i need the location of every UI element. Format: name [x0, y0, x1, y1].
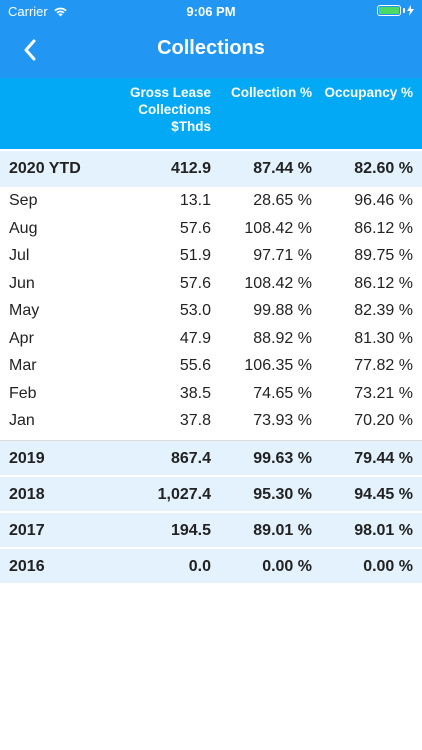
row-occupancy: 94.45 %	[354, 485, 413, 503]
row-gross: 53.0	[179, 302, 211, 319]
row-label: Sep	[9, 192, 38, 209]
yearly-rows: 2019 867.4 99.63 % 79.44 % 2018 1,027.4 95.30 …	[0, 440, 422, 585]
table-row[interactable]: Aug 57.6 108.42 % 86.12 %	[0, 215, 422, 243]
carrier-indicator: Carrier	[8, 4, 68, 19]
row-label: 2020 YTD	[9, 160, 81, 177]
row-collection: 108.42 %	[244, 274, 312, 292]
table-row[interactable]: Mar 55.6 106.35 % 77.82 %	[0, 352, 422, 380]
row-occupancy: 81.30 %	[354, 329, 413, 347]
row-gross: 412.9	[170, 160, 211, 177]
carrier-label: Carrier	[8, 4, 48, 19]
row-gross: 57.6	[179, 274, 211, 292]
row-gross: 47.9	[179, 329, 211, 347]
table-row[interactable]: Sep 13.1 28.65 % 96.46 %	[0, 187, 422, 215]
row-occupancy: 96.46 %	[354, 192, 413, 209]
row-gross: 13.1	[179, 192, 211, 209]
wifi-icon	[54, 7, 67, 17]
header-gross-line-2: Collections	[138, 102, 211, 117]
row-collection: 99.88 %	[253, 302, 312, 319]
row-occupancy: 73.21 %	[354, 384, 413, 402]
row-collection: 97.71 %	[253, 247, 312, 264]
row-collection: 106.35 %	[244, 357, 312, 374]
row-collection: 28.65 %	[253, 192, 312, 209]
row-occupancy: 82.60 %	[354, 160, 413, 177]
row-gross: 51.9	[179, 247, 211, 264]
row-gross: 0.0	[188, 557, 211, 575]
table-row[interactable]: Apr 47.9 88.92 % 81.30 %	[0, 325, 422, 353]
top-bar: Carrier 9:06 PM	[0, 0, 422, 78]
header-gross-line-3: $Thds	[171, 119, 211, 134]
row-gross: 1,027.4	[157, 485, 211, 503]
row-label: 2018	[9, 485, 45, 503]
row-occupancy: 89.75 %	[354, 247, 413, 264]
table-row[interactable]: 2017 194.5 89.01 % 98.01 %	[0, 512, 422, 549]
row-label: 2016	[9, 557, 45, 575]
row-occupancy: 86.12 %	[354, 219, 413, 237]
table-row[interactable]: 2016 0.0 0.00 % 0.00 %	[0, 548, 422, 585]
row-label: May	[9, 302, 40, 319]
battery-icon	[377, 5, 414, 16]
table-row[interactable]: May 53.0 99.88 % 82.39 %	[0, 297, 422, 325]
row-label: Jan	[9, 412, 35, 429]
row-occupancy: 0.00 %	[363, 557, 413, 575]
row-label: Jul	[9, 247, 30, 264]
back-button[interactable]	[14, 34, 46, 66]
header-occupancy-pct: Occupancy %	[324, 85, 413, 100]
row-collection: 0.00 %	[262, 557, 312, 575]
table-row[interactable]: Jan 37.8 73.93 % 70.20 %	[0, 407, 422, 435]
row-collection: 87.44 %	[253, 160, 312, 177]
row-gross: 867.4	[170, 449, 211, 467]
status-bar: Carrier 9:06 PM	[0, 0, 422, 22]
table-row[interactable]: 2019 867.4 99.63 % 79.44 %	[0, 440, 422, 477]
row-occupancy: 79.44 %	[354, 449, 413, 467]
table-row[interactable]: 2018 1,027.4 95.30 % 94.45 %	[0, 476, 422, 513]
table-row[interactable]: Jun 57.6 108.42 % 86.12 %	[0, 270, 422, 298]
row-collection: 108.42 %	[244, 219, 312, 237]
row-label: Mar	[9, 357, 37, 374]
row-collection: 73.93 %	[253, 412, 312, 429]
row-label: Apr	[9, 329, 34, 347]
row-gross: 57.6	[179, 219, 211, 237]
row-gross: 38.5	[179, 384, 211, 402]
row-occupancy: 70.20 %	[354, 412, 413, 429]
row-occupancy: 86.12 %	[354, 274, 413, 292]
row-gross: 55.6	[179, 357, 211, 374]
navigation-bar: Collections	[0, 22, 422, 78]
status-time: 9:06 PM	[186, 4, 236, 19]
header-gross-line-1: Gross Lease	[129, 85, 211, 100]
header-collection-pct: Collection %	[230, 85, 312, 100]
row-label: 2017	[9, 521, 45, 539]
charging-bolt-icon	[407, 5, 414, 16]
row-occupancy: 98.01 %	[354, 521, 413, 539]
monthly-rows: Sep 13.1 28.65 % 96.46 % Aug 57.6 108.42 % 86.1…	[0, 187, 422, 441]
table-header: Gross Lease Collections $Thds Collection…	[0, 78, 422, 149]
row-collection: 88.92 %	[253, 329, 312, 347]
page-title: Collections	[157, 37, 265, 59]
table-row[interactable]: Jul 51.9 97.71 % 89.75 %	[0, 242, 422, 270]
row-gross: 194.5	[170, 521, 211, 539]
row-occupancy: 82.39 %	[354, 302, 413, 319]
chevron-left-icon	[24, 39, 36, 61]
row-collection: 74.65 %	[253, 384, 312, 402]
row-label: Feb	[9, 384, 37, 402]
ytd-row[interactable]: 2020 YTD 412.9 87.44 % 82.60 %	[0, 151, 422, 187]
row-label: Jun	[9, 274, 35, 292]
row-collection: 89.01 %	[253, 521, 312, 539]
row-gross: 37.8	[179, 412, 211, 429]
row-occupancy: 77.82 %	[354, 357, 413, 374]
table-row[interactable]: Feb 38.5 74.65 % 73.21 %	[0, 380, 422, 408]
header-gross-lease: Gross Lease Collections $Thds	[91, 84, 211, 135]
row-label: Aug	[9, 219, 38, 237]
row-label: 2019	[9, 449, 45, 467]
row-collection: 99.63 %	[253, 449, 312, 467]
row-collection: 95.30 %	[253, 485, 312, 503]
